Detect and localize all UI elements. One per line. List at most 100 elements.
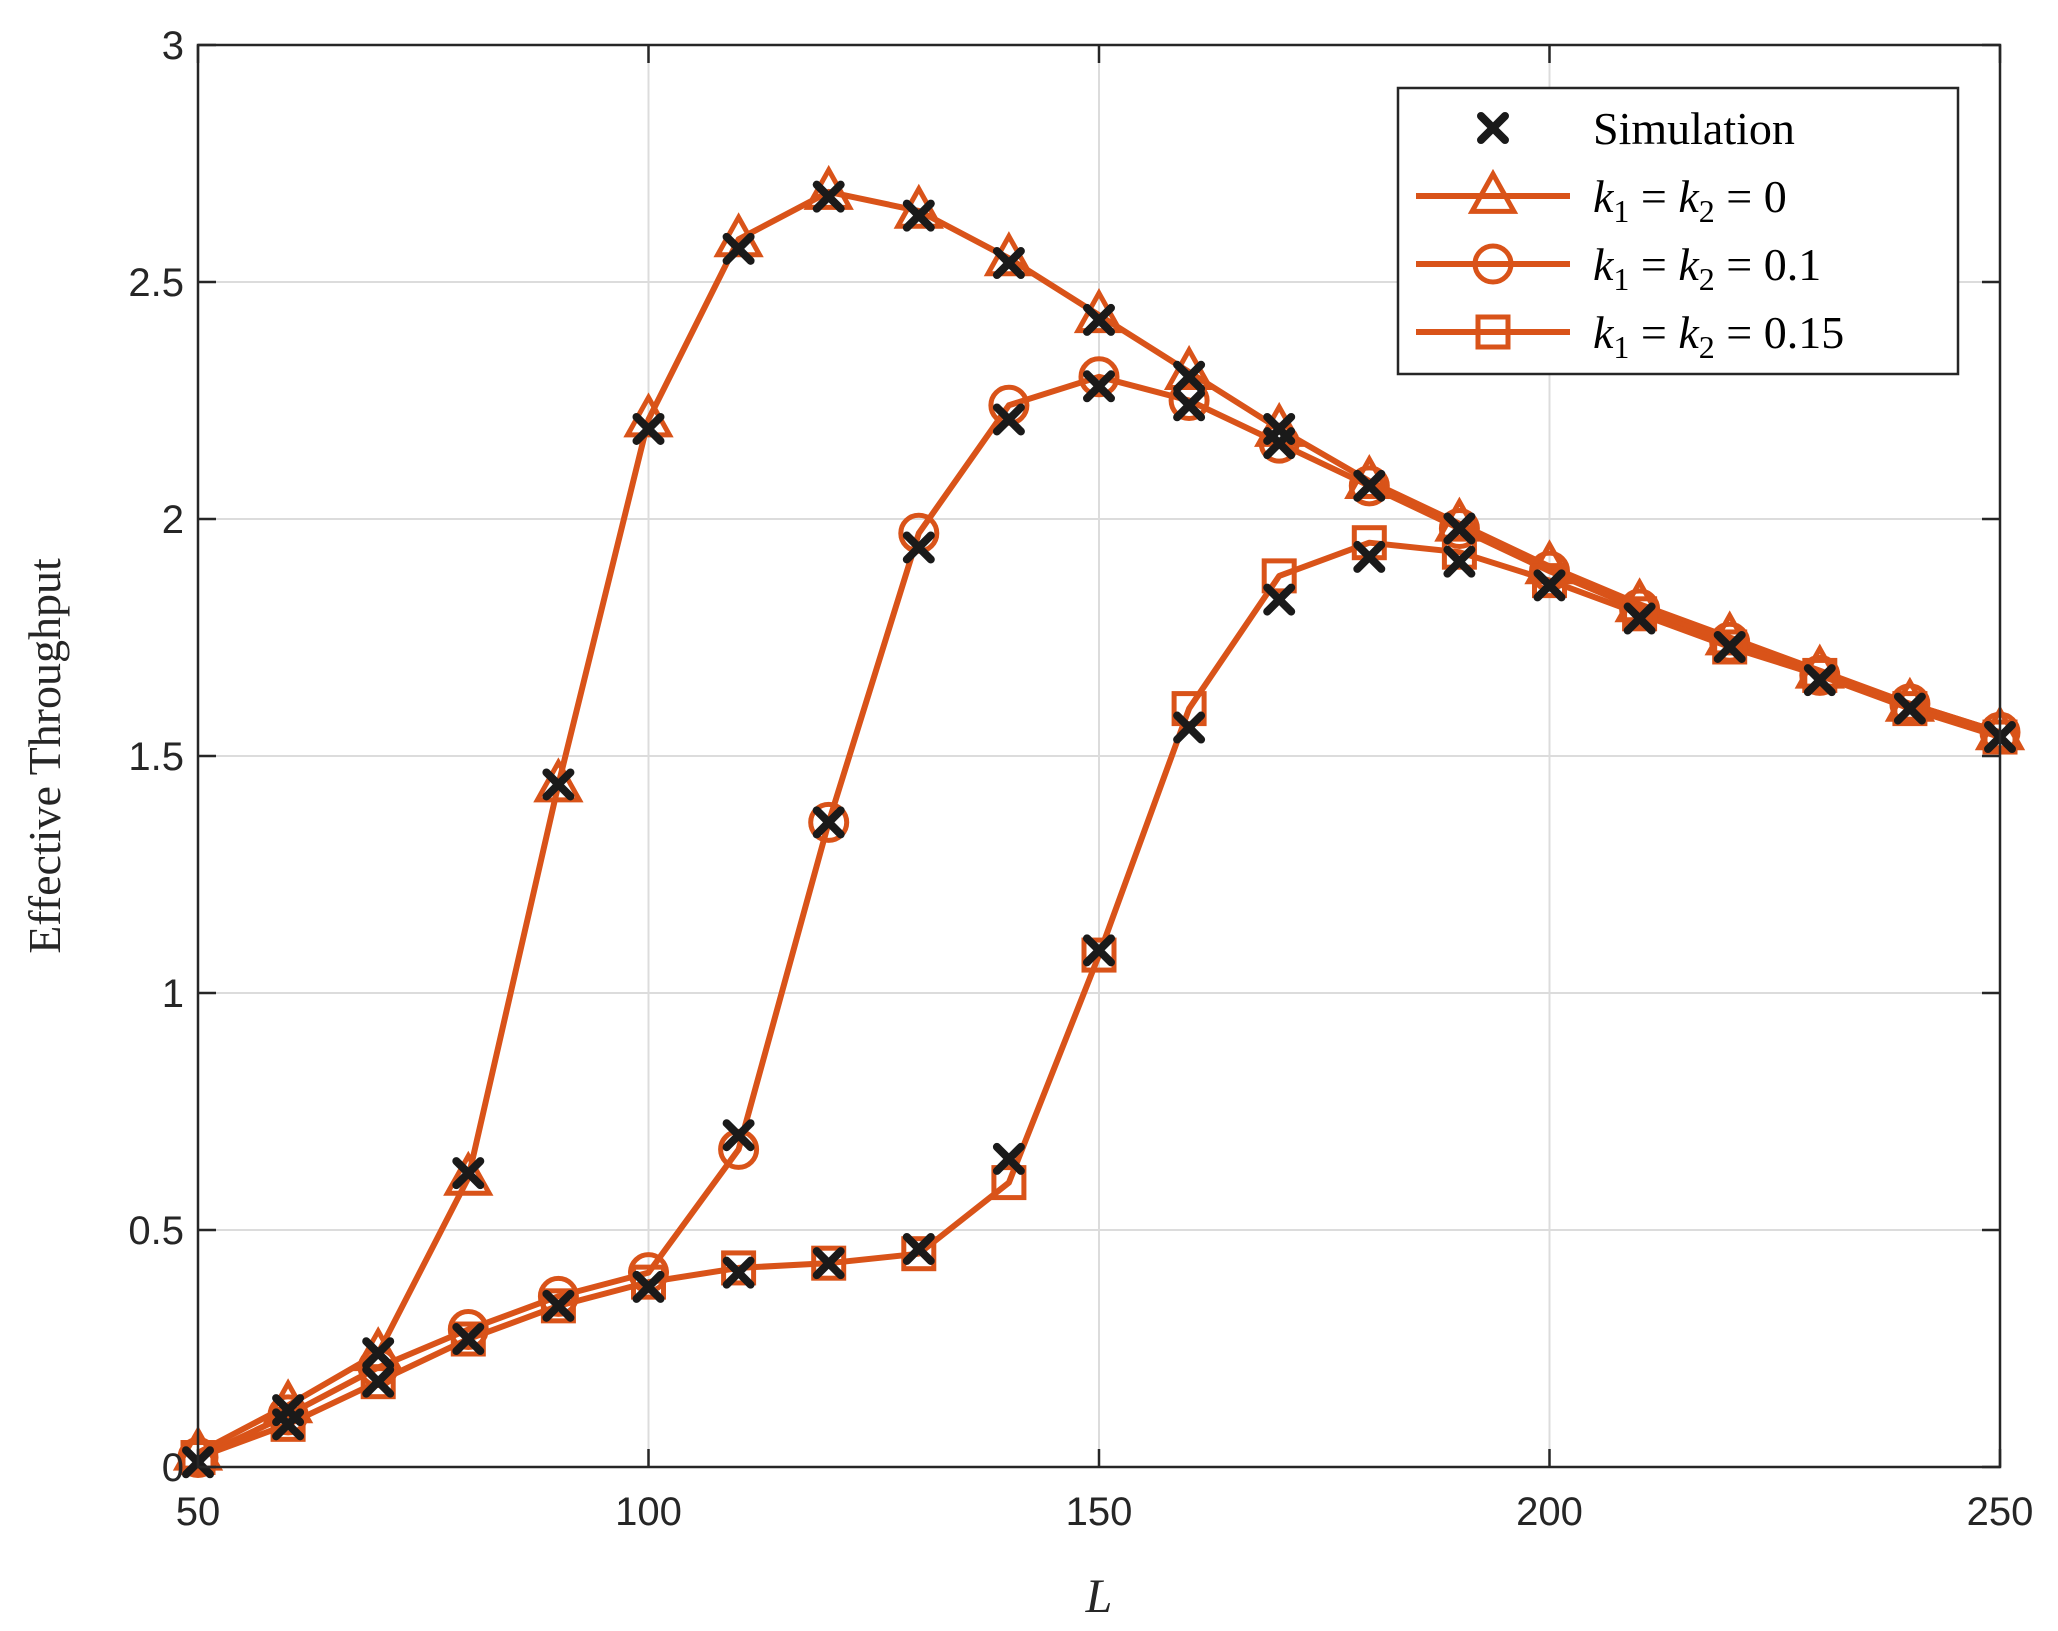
legend-label-triangle: k1 = k2 = 0 bbox=[1593, 171, 1787, 229]
x-marker-stroke bbox=[1173, 389, 1206, 422]
data-point-square bbox=[1081, 937, 1117, 973]
legend-value: = 0.1 bbox=[1715, 239, 1821, 290]
legend-item-circle: k1 = k2 = 0.1 bbox=[1416, 239, 1821, 297]
data-point-square bbox=[1261, 558, 1297, 594]
legend-subscript: 1 bbox=[1613, 193, 1629, 229]
simulation-markers bbox=[182, 180, 2016, 1479]
data-point-square bbox=[1532, 563, 1567, 599]
simulation-point bbox=[1173, 389, 1206, 422]
x-marker-stroke bbox=[1443, 545, 1476, 578]
x-marker-stroke bbox=[1173, 711, 1206, 744]
simulation-point bbox=[1083, 303, 1115, 336]
x-marker-stroke bbox=[362, 1337, 395, 1370]
legend-item-simulation: Simulation bbox=[1477, 103, 1795, 154]
x-marker-stroke bbox=[992, 1142, 1025, 1175]
x-marker-stroke bbox=[992, 403, 1025, 436]
x-marker-stroke bbox=[812, 806, 845, 839]
legend-equals: = bbox=[1629, 239, 1678, 290]
legend-var: k bbox=[1678, 307, 1700, 358]
x-marker-stroke bbox=[632, 1270, 665, 1303]
x-marker-stroke bbox=[542, 1289, 575, 1322]
y-tick-label: 2 bbox=[162, 498, 184, 542]
x-marker-stroke bbox=[722, 1119, 755, 1152]
data-point-square bbox=[901, 1236, 937, 1272]
x-marker-stroke bbox=[1443, 512, 1476, 545]
legend-var: k bbox=[1593, 239, 1615, 290]
data-point-circle bbox=[1438, 507, 1480, 549]
data-point-square bbox=[1892, 691, 1928, 727]
legend-equals: = bbox=[1629, 171, 1678, 222]
simulation-point bbox=[632, 412, 665, 445]
x-marker-stroke bbox=[812, 1247, 845, 1280]
legend: Simulation k1 = k2 = 0k1 = k2 = 0.1k1 = … bbox=[1396, 86, 1960, 376]
y-tick-label: 1.5 bbox=[128, 735, 184, 779]
simulation-point bbox=[1263, 583, 1296, 616]
data-point-circle bbox=[808, 801, 850, 843]
x-marker-stroke bbox=[452, 1323, 485, 1356]
simulation-point bbox=[812, 806, 845, 839]
x-marker-stroke bbox=[1533, 569, 1566, 602]
legend-subscript: 1 bbox=[1613, 329, 1629, 365]
x-marker-stroke bbox=[812, 180, 845, 213]
x-tick-label: 50 bbox=[176, 1490, 221, 1534]
legend-var: k bbox=[1593, 171, 1615, 222]
simulation-point bbox=[1443, 545, 1476, 578]
x-marker-stroke bbox=[1893, 692, 1926, 725]
x-axis-label: L bbox=[1085, 1570, 1113, 1623]
data-point-circle bbox=[1799, 654, 1841, 696]
y-tick-label: 3 bbox=[162, 24, 184, 68]
simulation-point bbox=[542, 1289, 575, 1322]
simulation-point bbox=[1173, 711, 1206, 744]
series-line-circle bbox=[196, 373, 2001, 1461]
simulation-point bbox=[1533, 569, 1566, 602]
legend-marker-square bbox=[1475, 314, 1511, 350]
x-marker-stroke bbox=[902, 199, 935, 232]
legend-subscript: 2 bbox=[1699, 261, 1715, 297]
legend-value: = 0 bbox=[1715, 171, 1787, 222]
legend-marker-circle bbox=[1472, 243, 1514, 285]
x-marker-stroke bbox=[722, 232, 755, 265]
simulation-point bbox=[722, 1256, 755, 1289]
data-point-square bbox=[540, 1288, 576, 1324]
simulation-point bbox=[542, 768, 575, 801]
x-tick-label: 150 bbox=[1066, 1490, 1133, 1534]
x-marker-stroke bbox=[1623, 602, 1656, 635]
legend-box bbox=[1396, 86, 1960, 376]
x-tick-label: 250 bbox=[1967, 1490, 2034, 1534]
legend-subscript: 2 bbox=[1699, 193, 1715, 229]
simulation-point bbox=[272, 1394, 305, 1427]
x-marker-stroke bbox=[452, 1157, 485, 1190]
simulation-point bbox=[1353, 469, 1386, 502]
axis-ticks bbox=[196, 43, 2002, 1469]
x-marker-stroke bbox=[1083, 934, 1115, 967]
data-point-circle bbox=[1168, 380, 1210, 421]
simulation-point bbox=[1443, 512, 1476, 545]
x-marker-stroke bbox=[1083, 370, 1115, 403]
data-point-circle bbox=[1348, 465, 1390, 507]
simulation-point bbox=[1713, 630, 1746, 663]
legend-series-items: k1 = k2 = 0k1 = k2 = 0.1k1 = k2 = 0.15 bbox=[1416, 168, 1844, 365]
y-tick-label: 2.5 bbox=[128, 261, 184, 305]
data-point-square bbox=[1712, 629, 1748, 665]
y-tick-labels: 0 0.5 1 1.5 2 2.5 3 bbox=[128, 24, 184, 1490]
data-point-square bbox=[360, 1364, 396, 1400]
legend-marker-triangle bbox=[1467, 168, 1519, 214]
simulation-point bbox=[902, 199, 935, 232]
x-marker-stroke bbox=[1263, 427, 1296, 460]
simulation-point bbox=[362, 1337, 395, 1370]
simulation-point bbox=[452, 1157, 485, 1190]
legend-equals: = bbox=[1629, 307, 1678, 358]
simulation-point bbox=[992, 1142, 1025, 1175]
x-marker-stroke bbox=[722, 1256, 755, 1289]
simulation-point bbox=[812, 1247, 845, 1280]
legend-var: k bbox=[1678, 171, 1700, 222]
data-point-square bbox=[450, 1321, 486, 1357]
x-marker-stroke bbox=[1263, 583, 1296, 616]
legend-label-circle: k1 = k2 = 0.1 bbox=[1593, 239, 1821, 297]
x-marker-stroke bbox=[1353, 469, 1386, 502]
legend-value: = 0.15 bbox=[1715, 307, 1844, 358]
data-point-circle bbox=[537, 1275, 579, 1317]
x-marker-stroke bbox=[1173, 360, 1206, 393]
x-marker-stroke bbox=[272, 1394, 305, 1427]
